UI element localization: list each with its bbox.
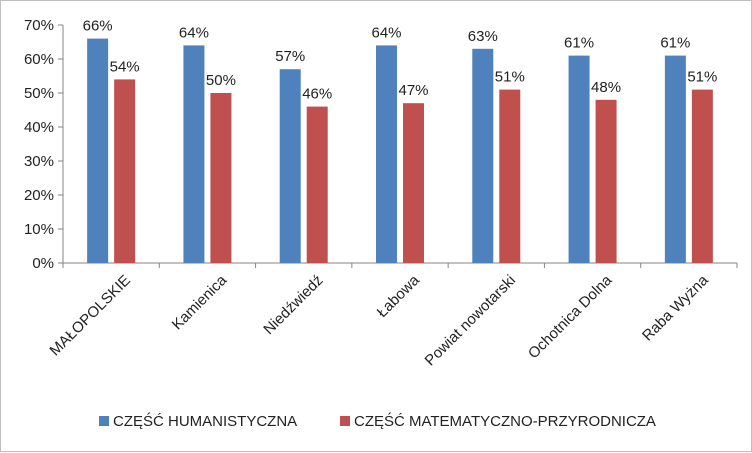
data-label: 57% xyxy=(275,48,305,65)
bar xyxy=(499,89,521,263)
category-label: Niedźwiedź xyxy=(260,272,326,338)
data-label: 61% xyxy=(564,35,594,52)
data-label: 51% xyxy=(687,69,717,86)
bar xyxy=(568,55,590,263)
bars xyxy=(87,38,713,264)
data-label: 51% xyxy=(495,69,525,86)
bar xyxy=(472,48,494,263)
bar xyxy=(210,93,232,263)
y-tick-label: 60% xyxy=(24,51,54,68)
y-tick-label: 70% xyxy=(24,17,54,34)
category-labels: MAŁOPOLSKIE Kamienica Niedźwiedź ŁabowaPowi… xyxy=(46,271,712,369)
legend-swatch-humanistyczna xyxy=(99,416,109,426)
category-label: Powiat nowotarski xyxy=(422,272,520,370)
category-label: MAŁOPOLSKIE xyxy=(46,272,133,359)
y-tick-label: 40% xyxy=(24,119,54,136)
category-label: Kamienica xyxy=(169,271,231,333)
bar xyxy=(114,79,136,264)
bar xyxy=(595,99,617,263)
data-label: 48% xyxy=(591,79,621,96)
category-label: Ochotnica Dolna xyxy=(525,271,616,362)
category-label: Łabowa xyxy=(374,271,424,321)
y-tick-label: 0% xyxy=(32,255,54,272)
bar xyxy=(691,89,713,263)
data-label: 54% xyxy=(110,58,140,75)
y-tick-label: 10% xyxy=(24,221,54,238)
data-label: 63% xyxy=(468,28,498,45)
y-axis: 0% 10% 20% 30% 40% 50% 60% 70% xyxy=(24,17,64,272)
y-tick-label: 20% xyxy=(24,187,54,204)
data-label: 66% xyxy=(83,18,113,35)
bar xyxy=(87,38,109,263)
data-label: 46% xyxy=(302,86,332,103)
bar xyxy=(664,55,686,263)
x-axis xyxy=(62,262,738,268)
data-labels: 66% 54% 64% 50% 57% 46% 64% 47% 63% 51% 61% 48% 61% 5… xyxy=(83,18,718,103)
data-label: 64% xyxy=(371,24,401,41)
bar xyxy=(376,45,397,264)
legend-swatch-matematyczno-przyrodnicza xyxy=(340,416,350,426)
y-tick-label: 30% xyxy=(24,153,54,170)
bar xyxy=(279,69,301,263)
y-tick-label: 50% xyxy=(24,85,54,102)
legend-label-matematyczno-przyrodnicza: CZĘŚĆ MATEMATYCZNO-PRZYRODNICZA xyxy=(354,412,656,430)
data-label: 64% xyxy=(179,24,209,41)
bar xyxy=(403,103,424,263)
data-label: 47% xyxy=(398,82,428,99)
bar xyxy=(306,106,328,263)
data-label: 61% xyxy=(660,35,690,52)
legend-label-humanistyczna: CZĘŚĆ HUMANISTYCZNA xyxy=(113,412,297,430)
category-label: Raba Wyżna xyxy=(639,271,712,344)
legend: CZĘŚĆ HUMANISTYCZNA CZĘŚĆ MATEMATYCZNO-P… xyxy=(99,412,656,430)
bar xyxy=(183,45,205,264)
data-label: 50% xyxy=(206,72,236,89)
